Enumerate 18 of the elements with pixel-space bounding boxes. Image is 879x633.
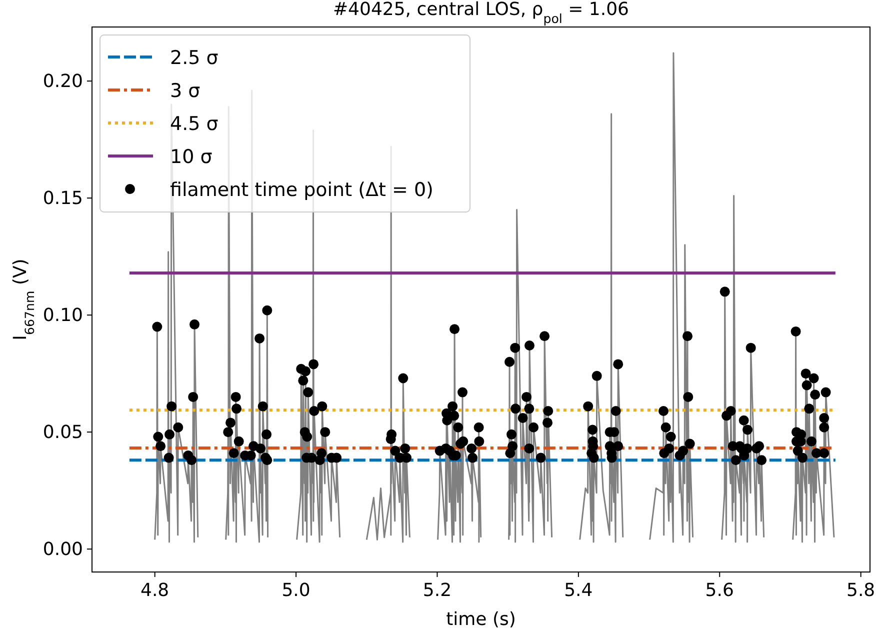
x-tick-label: 5.4	[564, 580, 593, 601]
x-tick-label: 5.2	[422, 580, 452, 601]
y-tick-label: 0.10	[42, 305, 83, 326]
y-tick-label: 0.05	[42, 422, 83, 444]
chart-title: #40425, central LOS, ρ$_{pol}$ = 1.06	[332, 0, 630, 26]
y-tick-label: 0.15	[42, 188, 83, 210]
x-axis-title: time (s)	[446, 609, 516, 630]
legend-label: 4.5 σ	[170, 113, 218, 135]
y-tick-label: 0.20	[42, 71, 83, 92]
legend-label: 3 σ	[170, 80, 200, 102]
x-tick-label: 5.0	[282, 580, 310, 601]
legend-label: filament time point (Δt = 0)	[170, 179, 434, 201]
y-tick-label: 0.00	[42, 539, 83, 560]
legend-label: 2.5 σ	[170, 47, 218, 69]
legend-label: 10 σ	[170, 146, 212, 168]
x-tick-label: 5.8	[846, 580, 876, 601]
x-tick-label: 5.6	[705, 580, 734, 601]
x-tick-label: 4.8	[140, 580, 170, 601]
